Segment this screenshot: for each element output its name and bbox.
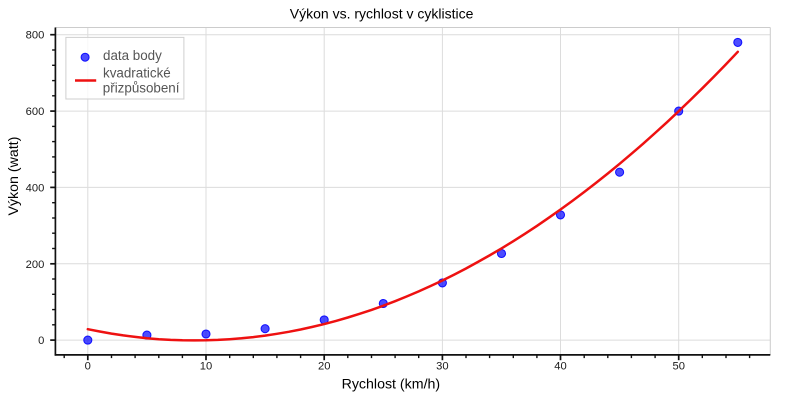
svg-text:200: 200	[26, 259, 45, 271]
svg-text:20: 20	[318, 361, 330, 373]
svg-text:0: 0	[38, 335, 44, 347]
svg-text:přizpůsobení: přizpůsobení	[103, 81, 180, 96]
svg-text:30: 30	[436, 361, 448, 373]
svg-text:Výkon (watt): Výkon (watt)	[6, 137, 22, 216]
svg-text:600: 600	[26, 106, 45, 118]
svg-text:40: 40	[554, 361, 566, 373]
svg-text:10: 10	[200, 361, 212, 373]
svg-text:Výkon vs. rychlost v cyklistic: Výkon vs. rychlost v cyklistice	[290, 6, 474, 22]
svg-text:kvadratické: kvadratické	[103, 65, 171, 80]
svg-text:data body: data body	[103, 48, 162, 63]
svg-text:50: 50	[672, 361, 684, 373]
svg-text:400: 400	[26, 182, 45, 194]
svg-text:800: 800	[26, 30, 45, 42]
svg-text:0: 0	[85, 361, 91, 373]
svg-text:Rychlost (km/h): Rychlost (km/h)	[342, 377, 441, 393]
